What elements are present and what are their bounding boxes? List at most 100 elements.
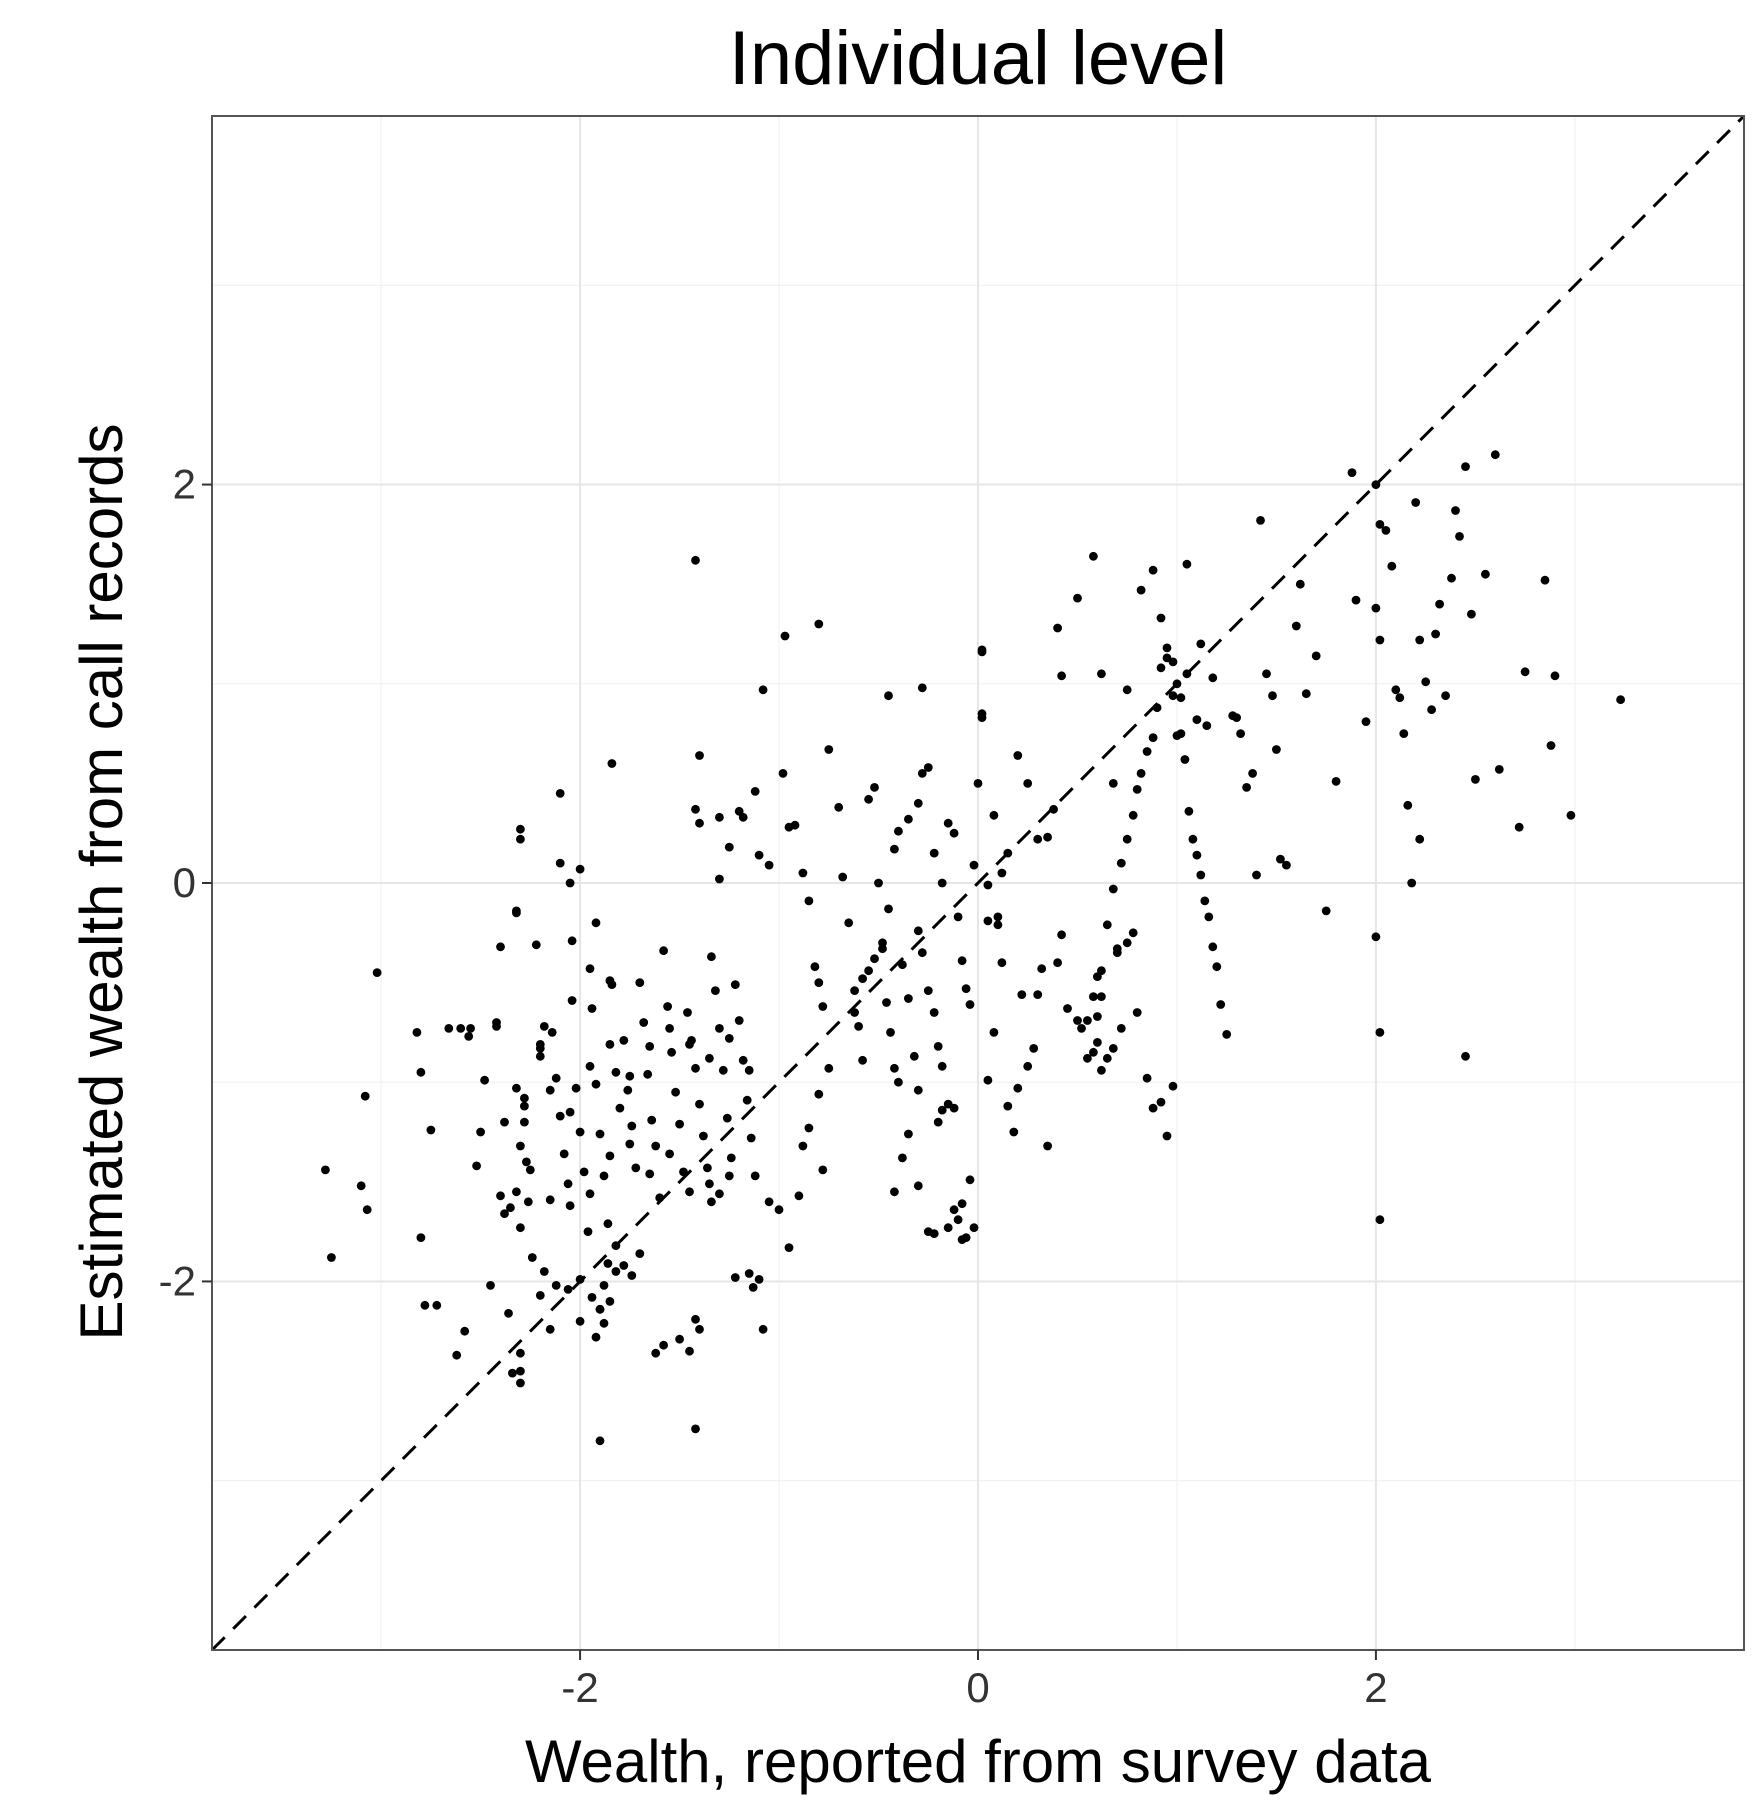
data-point [627, 1271, 637, 1280]
data-point [1461, 1051, 1470, 1061]
data-point [913, 926, 923, 936]
data-point [627, 1121, 637, 1131]
data-point [1200, 896, 1210, 906]
data-point [685, 1040, 694, 1049]
data-point [738, 812, 748, 822]
data-point [516, 824, 525, 834]
data-point [1128, 810, 1138, 820]
data-point [685, 1187, 694, 1197]
data-point [844, 918, 854, 928]
data-point [444, 1024, 454, 1033]
data-point [685, 1346, 694, 1356]
data-point [563, 1179, 573, 1189]
data-point [754, 850, 764, 860]
data-point [372, 968, 382, 977]
data-point [599, 1171, 609, 1181]
data-point [1093, 1012, 1102, 1021]
data-point [997, 868, 1007, 878]
data-point [565, 1107, 575, 1117]
data-point [635, 978, 645, 987]
data-point [764, 860, 774, 870]
data-point [625, 1071, 635, 1081]
data-point [555, 1111, 565, 1121]
x-axis-title: Wealth, reported from survey data [525, 1728, 1432, 1795]
data-point [977, 645, 987, 655]
data-point [545, 1195, 555, 1205]
data-point [1043, 1141, 1052, 1151]
data-point [1540, 575, 1550, 585]
data-point [605, 1297, 615, 1306]
data-point [874, 878, 883, 888]
data-point [898, 1153, 907, 1163]
data-point [917, 769, 927, 778]
data-point [1136, 769, 1146, 778]
data-point [1023, 1061, 1033, 1071]
data-point [1156, 1097, 1166, 1107]
data-point [1097, 966, 1106, 976]
data-point [937, 878, 947, 888]
data-point [1192, 850, 1202, 860]
data-point [695, 818, 704, 828]
data-point [619, 1261, 629, 1270]
data-point [703, 1163, 712, 1173]
data-point [718, 1065, 728, 1075]
data-point [1162, 643, 1172, 653]
data-point [705, 1053, 714, 1063]
data-point [432, 1300, 442, 1310]
data-point [520, 1093, 529, 1103]
data-point [571, 1083, 581, 1093]
y-axis-title: Estimated wealth from call records [68, 424, 135, 1341]
data-point [691, 1314, 700, 1324]
data-point [659, 946, 668, 956]
data-point [715, 812, 724, 822]
data-point [1049, 804, 1058, 814]
data-point [969, 1223, 979, 1233]
data-point [724, 1034, 734, 1043]
data-point [1371, 932, 1381, 942]
data-point [508, 1368, 517, 1378]
identity-reference-line [210, 114, 1746, 1652]
data-point [1073, 593, 1082, 603]
data-point [965, 1000, 975, 1009]
data-point [625, 1139, 635, 1149]
data-point [516, 1348, 525, 1358]
data-point [535, 1291, 545, 1300]
data-point [504, 1308, 513, 1318]
data-point [1467, 609, 1476, 619]
data-point [535, 1044, 545, 1053]
data-point [1494, 765, 1504, 774]
data-point [1441, 691, 1450, 701]
data-point [784, 822, 794, 832]
data-point [1057, 930, 1066, 940]
data-point [579, 1167, 589, 1177]
data-point [1381, 526, 1391, 535]
data-point [516, 1378, 525, 1388]
data-point [989, 810, 999, 820]
data-point [1057, 671, 1066, 681]
data-point [1168, 1081, 1178, 1091]
data-point [607, 980, 617, 989]
data-point [949, 1205, 959, 1215]
data-point [1616, 695, 1625, 705]
data-point [929, 1008, 939, 1017]
data-point [913, 1181, 923, 1191]
data-point [1311, 651, 1321, 661]
data-point [814, 978, 824, 987]
data-point [512, 1083, 521, 1093]
data-point [1093, 1038, 1102, 1047]
data-point [1351, 595, 1361, 605]
data-point [587, 1004, 597, 1013]
data-point [864, 966, 873, 976]
data-point [1176, 729, 1186, 738]
data-point [567, 996, 577, 1005]
data-point [904, 1129, 913, 1139]
data-point [1282, 860, 1291, 870]
data-point [957, 1235, 967, 1244]
data-point [665, 1024, 674, 1033]
data-point [1073, 1016, 1082, 1025]
data-point [798, 1141, 808, 1151]
data-point [854, 1022, 863, 1031]
data-point [1208, 673, 1218, 683]
data-point [943, 1223, 953, 1233]
